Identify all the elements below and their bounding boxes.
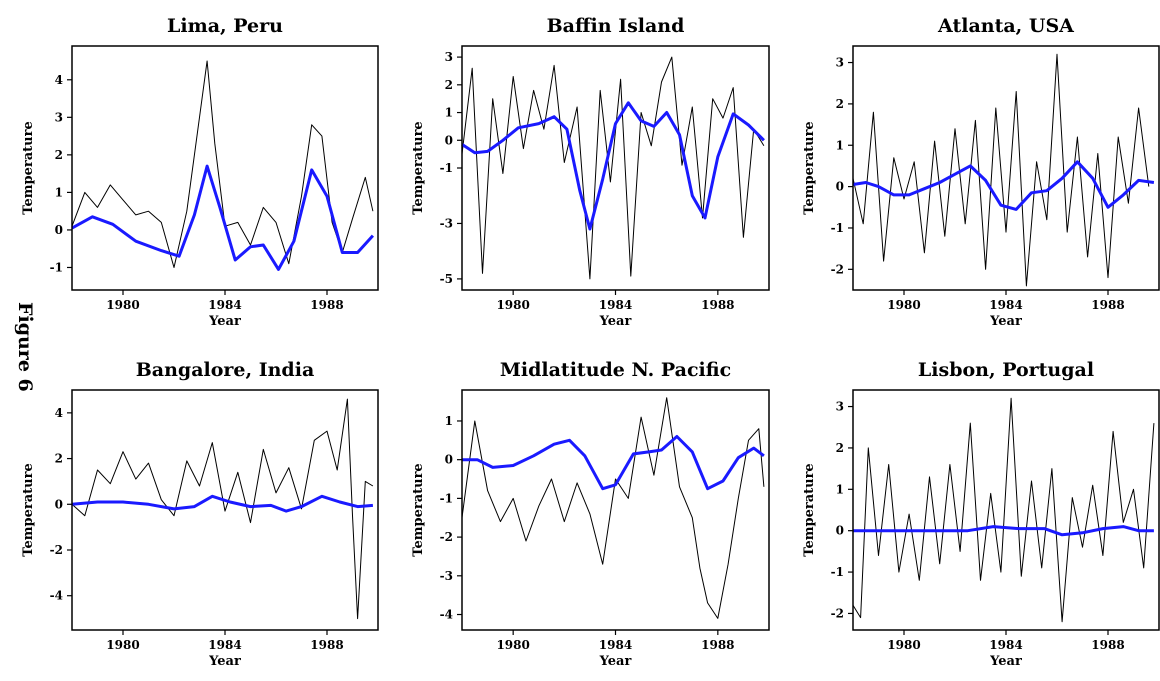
panel-4-y-tick-label: 4	[55, 406, 63, 420]
panel-5-title: Midlatitude N. Pacific	[500, 359, 731, 381]
panel-4-x-tick-label: 1980	[106, 638, 139, 652]
panel-3-x-tick-label: 1988	[1091, 298, 1124, 312]
figure-label: Figure 6	[14, 302, 36, 392]
panel-6-y-tick-label: 1	[836, 482, 844, 496]
panel-1-y-tick-label: 2	[55, 148, 63, 162]
panel-4-y-tick-label: 0	[55, 497, 63, 511]
panel-4-smoothed-series-line	[71, 494, 374, 513]
panel-2-y-tick-label: 3	[445, 50, 453, 64]
panel-6-y-tick-label: -2	[831, 606, 844, 620]
panel-4: -4 -2 0 2 4 1980 1984 1988 Bangalore, India Year T…	[21, 359, 379, 669]
panel-2-title: Baffin Island	[547, 15, 685, 37]
panel-1-y-axis-label: Temperature	[21, 121, 36, 214]
panel-6-smoothed-series-line	[853, 525, 1154, 537]
panel-2-frame	[461, 45, 770, 291]
panel-4-title: Bangalore, India	[136, 359, 315, 381]
panel-2-y-axis-label: Temperature	[411, 121, 426, 214]
panel-6-x-tick-label: 1988	[1091, 638, 1124, 652]
panel-3-frame	[852, 45, 1160, 291]
panel-3-y-tick-label: 3	[836, 56, 844, 70]
panel-6-y-axis-label: Temperature	[802, 463, 817, 556]
panel-4-y-tick-label: -4	[50, 589, 63, 603]
panel-5-smoothed-series-line	[462, 435, 765, 491]
panel-3-x-tick-label: 1984	[989, 298, 1022, 312]
panel-4-y-tick-label: -2	[50, 543, 63, 557]
panel-3-x-axis-label: Year	[989, 314, 1022, 329]
panel-6-frame	[852, 389, 1160, 631]
panel-6-x-axis-label: Year	[989, 654, 1022, 669]
panel-2-x-tick-label: 1980	[496, 298, 529, 312]
panel-1-frame	[71, 45, 379, 291]
panel-5-y-tick-label: -4	[440, 608, 453, 622]
panel-6-y-tick-label: 0	[836, 524, 844, 538]
panel-5-frame	[461, 389, 770, 631]
panel-3: -2 -1 0 1 2 3 1980 1984 1988 Atlanta, USA Year Temp…	[802, 15, 1160, 329]
panel-5-y-tick-label: 1	[445, 414, 453, 428]
panel-6-x-tick-label: 1984	[989, 638, 1022, 652]
panel-5-x-tick-label: 1984	[599, 638, 632, 652]
panel-5-raw-series-line	[461, 397, 765, 619]
panel-3-x-tick-label: 1980	[887, 298, 920, 312]
panel-1-title: Lima, Peru	[167, 15, 283, 37]
panel-2-y-tick-label: 2	[445, 78, 453, 92]
panel-1-x-tick-label: 1980	[106, 298, 139, 312]
panel-2-x-tick-label: 1988	[701, 298, 734, 312]
panel-5-x-tick-label: 1980	[496, 638, 529, 652]
panel-3-y-tick-label: -2	[831, 262, 844, 276]
panel-1-x-axis-label: Year	[208, 314, 241, 329]
panel-4-x-axis-label: Year	[208, 654, 241, 669]
panel-5-y-tick-label: -3	[440, 569, 453, 583]
panel-5-y-tick-label: -2	[440, 530, 453, 544]
panel-3-smoothed-series-line	[852, 160, 1155, 211]
panel-2-x-axis-label: Year	[599, 314, 632, 329]
panel-1-y-tick-label: -1	[50, 260, 63, 274]
panel-6-y-tick-label: -1	[831, 565, 844, 579]
panel-5-y-tick-label: -1	[440, 491, 453, 505]
panel-1-x-tick-label: 1984	[208, 298, 241, 312]
panel-4-x-tick-label: 1988	[310, 638, 343, 652]
panel-2-raw-series-line	[461, 56, 765, 280]
panel-3-y-tick-label: 0	[836, 180, 844, 194]
panel-3-raw-series-line	[852, 53, 1150, 287]
panel-4-x-tick-label: 1984	[208, 638, 241, 652]
panel-2-y-tick-label: -1	[440, 161, 453, 175]
panel-1-smoothed-series-line	[71, 164, 375, 271]
panel-2-y-tick-label: 1	[445, 106, 453, 120]
panel-5-x-axis-label: Year	[599, 654, 632, 669]
panel-1-y-tick-label: 3	[55, 110, 63, 124]
panel-6-raw-series-line	[852, 397, 1155, 623]
panel-2-y-tick-label: -3	[440, 216, 453, 230]
panel-1-raw-series-line	[71, 60, 374, 268]
panel-5: -4 -3 -2 -1 0 1 1980 1984 1988 Midlatitude N. Pac…	[411, 359, 770, 669]
panel-6: -2 -1 0 1 2 3 1980 1984 1988 Lisbon, Portugal Year…	[802, 359, 1160, 669]
panel-3-title: Atlanta, USA	[937, 15, 1074, 37]
panel-6-y-tick-label: 3	[836, 400, 844, 414]
panel-4-raw-series-line	[71, 398, 374, 620]
panel-1-y-tick-label: 4	[55, 73, 63, 87]
panel-3-y-tick-label: 2	[836, 97, 844, 111]
panel-3-y-tick-label: 1	[836, 138, 844, 152]
panel-4-y-axis-label: Temperature	[21, 463, 36, 556]
panel-1: -1 0 1 2 3 4 1980 1984 1988 Lima, Peru Year Tempera…	[21, 15, 379, 329]
panel-5-y-tick-label: 0	[445, 453, 453, 467]
panel-6-y-tick-label: 2	[836, 441, 844, 455]
panel-2-y-tick-label: -5	[440, 272, 453, 286]
panel-2: -5 -3 -1 0 1 2 3 1980 1984 1988 Baffin Island Year T…	[411, 15, 770, 329]
panel-5-x-tick-label: 1988	[701, 638, 734, 652]
panel-1-y-tick-label: 0	[55, 223, 63, 237]
panel-4-y-tick-label: 2	[55, 452, 63, 466]
panel-2-y-tick-label: 0	[445, 133, 453, 147]
panel-5-y-axis-label: Temperature	[411, 463, 426, 556]
panel-2-smoothed-series-line	[461, 101, 765, 231]
panel-1-x-tick-label: 1988	[310, 298, 343, 312]
panel-6-x-tick-label: 1980	[887, 638, 920, 652]
panel-3-y-tick-label: -1	[831, 221, 844, 235]
panel-1-y-tick-label: 1	[55, 185, 63, 199]
panel-6-title: Lisbon, Portugal	[918, 359, 1094, 381]
panel-3-y-axis-label: Temperature	[802, 121, 817, 214]
panel-2-x-tick-label: 1984	[599, 298, 632, 312]
